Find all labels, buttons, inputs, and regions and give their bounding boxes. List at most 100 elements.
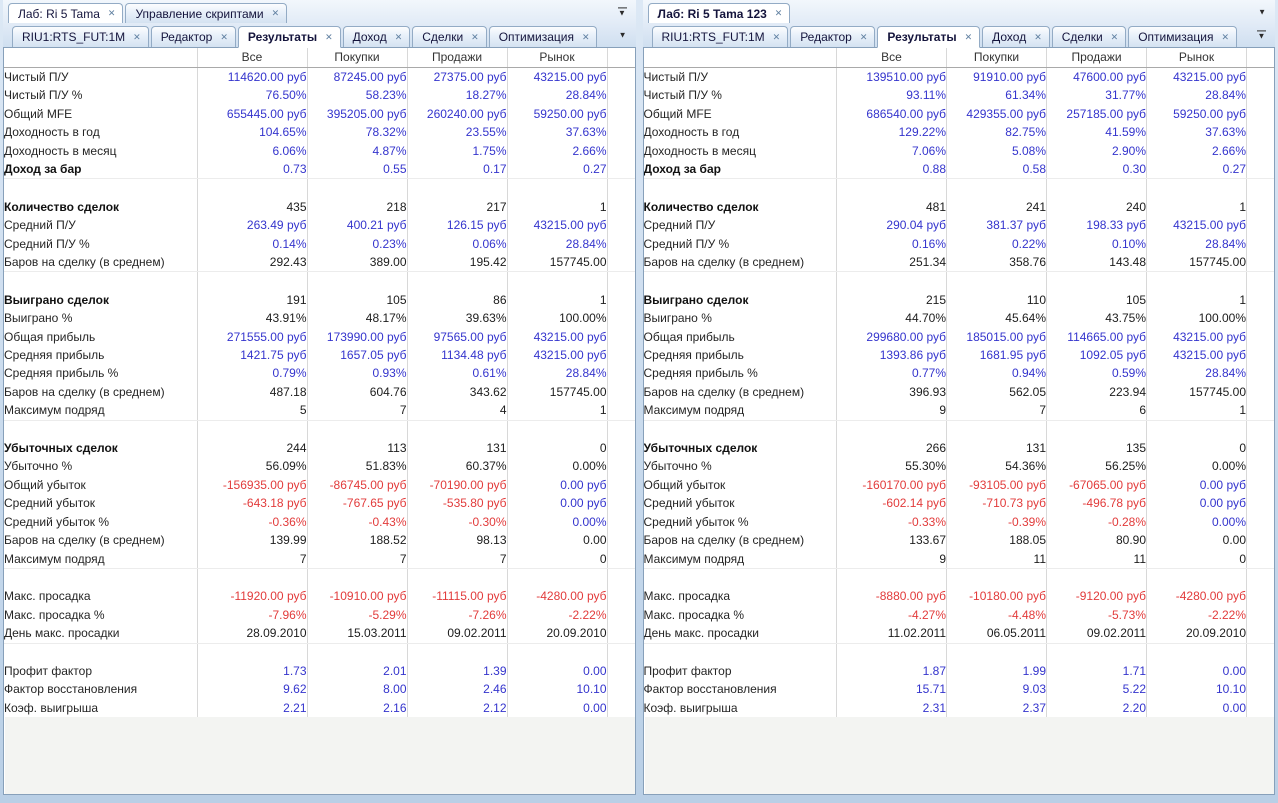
stat-row: Убыточных сделок 244 113 131 0 [4,439,635,458]
view-tab-3[interactable]: Доход ✕ [342,26,411,47]
stat-row: Выиграно % 44.70% 45.64% 43.75% 100.00% [644,309,1274,328]
doc-tab-0[interactable]: Лаб: Ri 5 Tama ✕ [8,3,124,23]
spacer-row [4,643,635,662]
stat-row: Средний П/У % 0.16% 0.22% 0.10% 28.84% [644,234,1274,254]
value-cell: -0.33% [836,512,947,532]
value-cell: 5.22 [1046,680,1147,699]
row-label: Профит фактор [643,663,732,678]
close-icon[interactable]: ✕ [1221,31,1229,42]
row-label: Доходность в год [643,125,740,140]
value-cell: 0.00% [506,512,607,532]
row-label: Баров на сделку (в среднем) [4,384,165,399]
close-icon[interactable]: ✕ [325,31,333,42]
spacer-cell [644,272,837,291]
value-cell: 0.00 руб [506,475,607,495]
value-cell: 44.70% [836,309,947,328]
tab-overflow-pin-arrow-icon[interactable]: ▼ [1257,30,1266,41]
column-header: Все [836,48,947,68]
trailing-cell [606,457,635,476]
value-cell: 218 [306,197,407,217]
view-tab-4[interactable]: Сделки ✕ [1051,26,1127,47]
stat-row: Выиграно сделок 191 105 86 1 [4,290,635,310]
tab-overflow-pin-arrow-icon[interactable]: ▼ [617,6,627,17]
value-cell: 257185.00 руб [1046,104,1147,124]
view-tab-0[interactable]: RIU1:RTS_FUT:1M ✕ [651,26,789,47]
value-cell: 0.58 [946,160,1047,180]
row-label: Макс. просадка [4,589,91,604]
close-icon[interactable]: ✕ [471,31,479,42]
view-tab-5[interactable]: Оптимизация ✕ [1128,26,1237,47]
value-cell: -0.43% [306,512,407,532]
value-cell: 100.00% [506,309,607,328]
value-cell: 0.00% [506,457,607,476]
trailing-cell [1246,346,1274,365]
value-cell: 86 [406,290,507,310]
value-cell: 28.84% [1146,86,1247,105]
value-cell: 20.09.2010 [506,624,607,644]
view-tab-2[interactable]: Результаты ✕ [237,26,341,48]
value-cell: 28.84% [506,86,607,105]
view-tab-3[interactable]: Доход ✕ [982,26,1050,47]
close-icon[interactable]: ✕ [394,31,403,42]
trailing-cell [1246,309,1274,328]
trailing-cell [606,309,635,328]
value-cell: -767.65 руб [306,494,407,513]
spacer-cell [1246,643,1274,662]
close-icon[interactable]: ✕ [859,31,868,42]
stat-row: Баров на сделку (в среднем) 139.99 188.52 9… [4,531,635,550]
doc-tab-1[interactable]: Управление скриптами ✕ [125,3,288,23]
spacer-cell [606,178,635,198]
close-icon[interactable]: ✕ [964,31,973,42]
close-icon[interactable]: ✕ [774,8,783,18]
value-cell: 28.84% [1146,364,1247,383]
close-icon[interactable]: ✕ [772,31,781,42]
spacer-cell [1046,420,1147,440]
row-label: Коэф. выигрыша [4,700,99,715]
view-tab-2[interactable]: Результаты ✕ [877,26,981,48]
value-cell: 93.11% [836,86,947,105]
close-icon[interactable]: ✕ [1110,31,1119,42]
view-tab-0[interactable]: RIU1:RTS_FUT:1M ✕ [12,26,149,47]
value-cell: 135 [1046,439,1147,458]
row-label: Убыточно % [4,459,73,474]
spacer-cell [946,178,1047,198]
row-label: Средний убыток [643,496,735,511]
close-icon[interactable]: ✕ [271,8,280,18]
row-label: Баров на сделку (в среднем) [643,253,837,273]
value-cell: 0.00 руб [1146,494,1247,513]
view-tab-1[interactable]: Редактор ✕ [790,26,876,47]
value-cell: 2.20 [1046,698,1147,718]
value-cell: 11 [946,549,1047,569]
tab-strips: Лаб: Ri 5 Tama 123 ✕ ▼ RIU1:RTS_FUT:1M ✕ Реда… [642,0,1275,48]
trailing-cell [1246,494,1274,513]
row-label: Средняя прибыль % [4,366,119,381]
spacer-cell [1146,271,1247,291]
view-tab-4[interactable]: Сделки ✕ [412,26,487,47]
value-cell: 1.99 [946,661,1047,681]
stat-row: Чистый П/У 139510.00 руб 91910.00 руб 47600… [644,67,1274,87]
close-icon[interactable]: ✕ [133,31,141,42]
stat-row: Доходность в месяц 6.06% 4.87% 1.75% 2.66% [4,141,635,161]
spacer-cell [406,271,507,291]
spacer-cell [196,643,307,662]
stat-row: Убыточно % 56.09% 51.83% 60.37% 0.00% [4,457,635,476]
trailing-cell [606,661,635,681]
row-label: Чистый П/У [4,70,69,84]
value-cell: 27375.00 руб [406,67,507,87]
close-icon[interactable]: ✕ [1034,31,1042,42]
tab-overflow-arrow-icon[interactable]: ▼ [618,30,627,40]
stat-row: Коэф. выигрыша 2.31 2.37 2.20 0.00 [644,698,1274,718]
tab-overflow-arrow-icon[interactable]: ▼ [1258,6,1266,16]
trailing-header-cell [606,48,635,68]
header-row: Все Покупки Продажи Рынок [643,48,1274,68]
value-cell: 1.71 [1046,661,1147,681]
close-icon[interactable]: ✕ [581,31,590,42]
close-icon[interactable]: ✕ [220,31,228,42]
view-tab-5[interactable]: Оптимизация ✕ [488,26,598,47]
close-icon[interactable]: ✕ [107,8,116,18]
doc-tab-0[interactable]: Лаб: Ri 5 Tama 123 ✕ [647,3,791,23]
value-cell: -0.30% [406,512,507,532]
corner-header-cell [4,48,197,68]
view-tab-1[interactable]: Редактор ✕ [150,26,236,47]
value-cell: 241 [946,197,1047,217]
